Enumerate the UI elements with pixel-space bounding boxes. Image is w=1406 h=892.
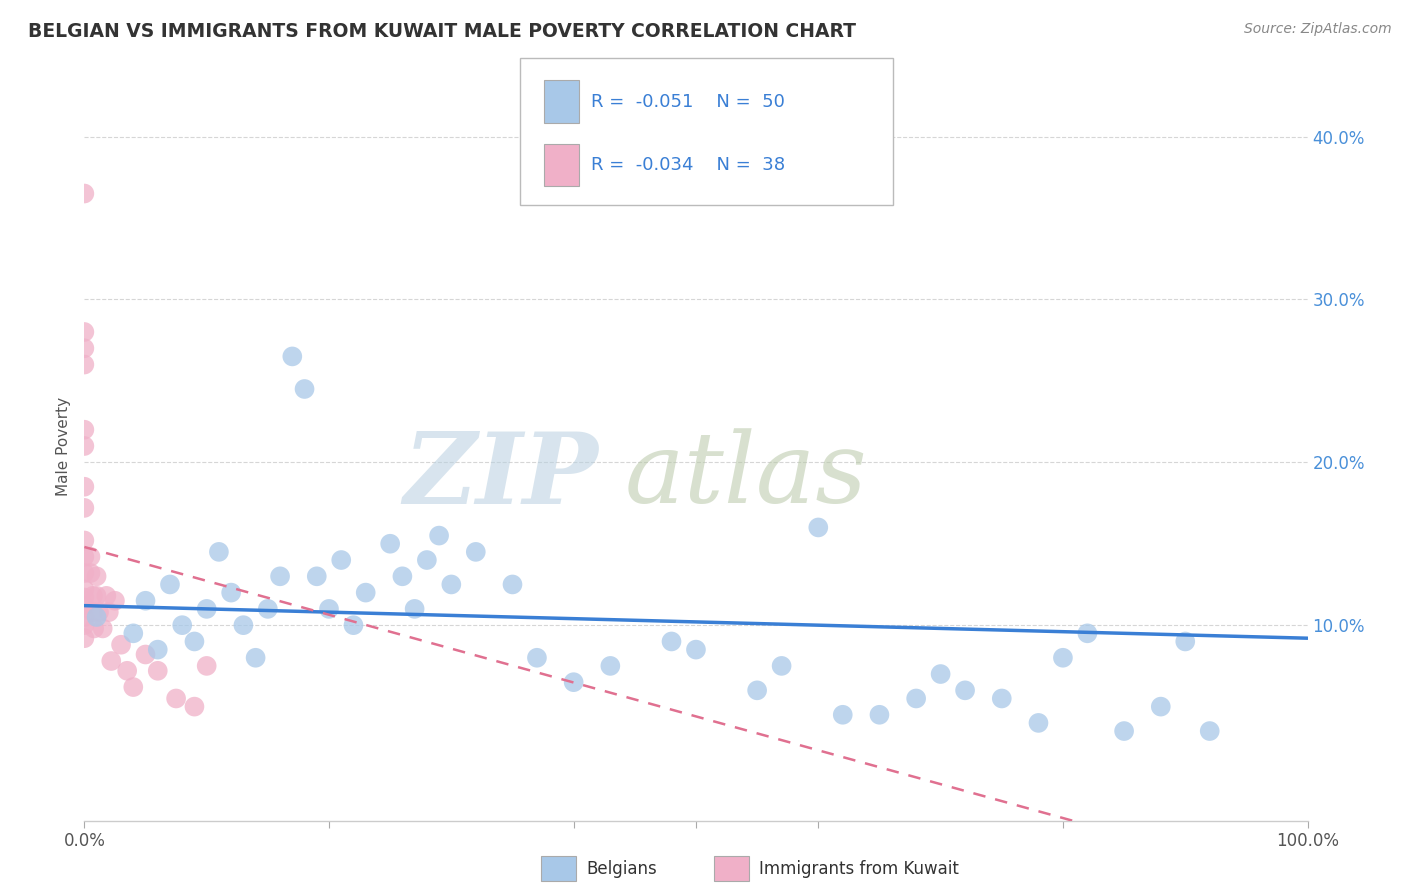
Y-axis label: Male Poverty: Male Poverty (56, 396, 72, 496)
Point (416, 553, 439, 567)
Point (208, 545, 231, 559)
Point (100, 654, 122, 668)
Point (165, 691, 187, 706)
Point (257, 602, 280, 616)
Point (427, 528, 450, 542)
Point (599, 659, 621, 673)
Point (562, 675, 585, 690)
Point (1076, 626, 1098, 640)
Point (770, 659, 793, 673)
Point (305, 569, 328, 583)
Point (1174, 634, 1197, 648)
Point (146, 642, 169, 657)
Text: BELGIAN VS IMMIGRANTS FROM KUWAIT MALE POVERTY CORRELATION CHART: BELGIAN VS IMMIGRANTS FROM KUWAIT MALE P… (28, 22, 856, 41)
Text: Immigrants from Kuwait: Immigrants from Kuwait (759, 860, 959, 878)
Point (82, 605, 104, 619)
Point (953, 683, 976, 698)
Text: ZIP: ZIP (404, 428, 598, 524)
Point (115, 664, 138, 678)
Point (831, 707, 853, 722)
Point (73, 631, 96, 645)
Point (87, 605, 110, 619)
Point (1052, 650, 1074, 665)
Point (354, 585, 377, 599)
Point (146, 664, 169, 678)
Point (73, 582, 96, 597)
Point (440, 577, 463, 591)
Point (73, 566, 96, 580)
Text: atlas: atlas (624, 428, 868, 524)
Point (91, 622, 114, 636)
Point (135, 593, 157, 607)
Point (232, 618, 254, 632)
Point (73, 480, 96, 494)
Point (73, 533, 96, 548)
Point (86, 610, 108, 624)
Point (464, 545, 486, 559)
Point (391, 569, 413, 583)
Point (97, 605, 120, 619)
Point (905, 691, 928, 706)
Point (807, 520, 830, 534)
Text: Source: ZipAtlas.com: Source: ZipAtlas.com (1244, 22, 1392, 37)
Point (73, 549, 96, 564)
Point (685, 642, 707, 657)
Text: R =  -0.034    N =  38: R = -0.034 N = 38 (591, 156, 785, 174)
Point (96, 589, 118, 603)
Text: Belgians: Belgians (586, 860, 657, 878)
Point (79, 549, 101, 564)
Point (183, 634, 205, 648)
Point (73, 439, 96, 453)
Point (73, 599, 96, 613)
Point (269, 569, 291, 583)
Point (73, 358, 96, 372)
Point (869, 707, 891, 722)
Point (1028, 715, 1050, 730)
Point (219, 585, 242, 599)
Point (73, 500, 96, 515)
Point (1114, 724, 1136, 739)
Point (159, 577, 181, 591)
Point (73, 186, 96, 201)
Point (122, 626, 145, 640)
Point (294, 382, 316, 396)
Point (73, 618, 96, 632)
Point (172, 618, 194, 632)
Point (281, 350, 304, 364)
Point (747, 683, 769, 698)
Point (73, 325, 96, 339)
Point (404, 602, 426, 616)
Point (104, 593, 127, 607)
Point (1150, 699, 1173, 714)
Point (79, 566, 101, 580)
Point (73, 423, 96, 437)
Point (183, 699, 205, 714)
Point (991, 691, 1014, 706)
Point (330, 553, 353, 567)
Point (245, 650, 267, 665)
Point (122, 680, 145, 694)
Point (73, 341, 96, 355)
Point (1198, 724, 1220, 739)
Point (110, 638, 132, 652)
Point (135, 648, 157, 662)
Point (73, 591, 96, 605)
Point (526, 650, 548, 665)
Point (86, 589, 108, 603)
Point (83, 622, 105, 636)
Point (82, 589, 104, 603)
Text: R =  -0.051    N =  50: R = -0.051 N = 50 (591, 93, 785, 111)
Point (502, 577, 524, 591)
Point (661, 634, 683, 648)
Point (195, 659, 218, 673)
Point (342, 618, 364, 632)
Point (73, 610, 96, 624)
Point (380, 537, 402, 551)
Point (318, 602, 340, 616)
Point (195, 602, 218, 616)
Point (929, 667, 952, 681)
Point (86, 569, 108, 583)
